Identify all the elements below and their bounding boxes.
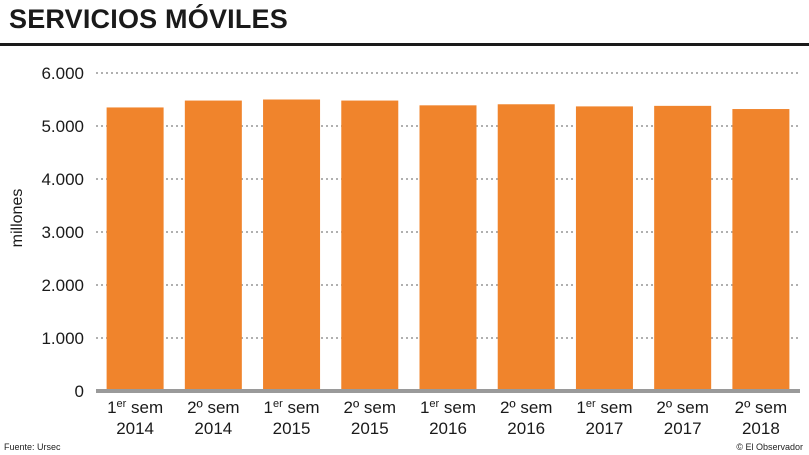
x-tick-label-year: 2016 (429, 419, 467, 438)
x-tick-label-semester: 2º sem (656, 398, 709, 417)
x-tick-label-semester: 2º sem (344, 398, 397, 417)
bar (184, 100, 242, 389)
bar (106, 107, 164, 389)
x-tick-label-year: 2014 (116, 419, 154, 438)
y-tick-labels: 0 1.000 2.000 3.000 4.000 5.000 6.000 (41, 64, 84, 401)
bar (654, 105, 712, 390)
y-tick-label: 4.000 (41, 170, 84, 189)
bar (497, 104, 555, 390)
y-tick-label: 6.000 (41, 64, 84, 83)
x-tick-label-year: 2017 (586, 419, 624, 438)
y-tick-label: 3.000 (41, 223, 84, 242)
x-tick-label-semester: 2º sem (735, 398, 788, 417)
y-axis-label: millones (9, 189, 26, 248)
x-tick-label-semester: 1er sem (107, 398, 163, 417)
x-tick-label-year: 2015 (351, 419, 389, 438)
bar (263, 99, 321, 389)
title-rule (0, 43, 809, 46)
x-tick-label-semester: 2º sem (500, 398, 553, 417)
credit-note: © El Observador (736, 442, 803, 452)
y-tick-label: 5.000 (41, 117, 84, 136)
x-tick-labels: 1er sem 2014 2º sem 2014 1er sem 2015 2º sem 20… (107, 398, 787, 438)
bar (419, 105, 477, 389)
bar (575, 106, 633, 389)
x-tick-label-semester: 1er sem (264, 398, 320, 417)
chart-title: SERVICIOS MÓVILES (9, 4, 288, 34)
x-tick-label-semester: 1er sem (420, 398, 476, 417)
x-tick-label-year: 2018 (742, 419, 780, 438)
x-tick-label-semester: 2º sem (187, 398, 240, 417)
bars (106, 99, 790, 390)
x-tick-label-year: 2015 (273, 419, 311, 438)
y-tick-label: 0 (75, 382, 84, 401)
bar (732, 109, 790, 389)
x-tick-label-year: 2017 (664, 419, 702, 438)
y-tick-label: 1.000 (41, 329, 84, 348)
x-tick-label-semester: 1er sem (576, 398, 632, 417)
x-tick-label-year: 2016 (507, 419, 545, 438)
bar (341, 100, 399, 389)
y-tick-label: 2.000 (41, 276, 84, 295)
source-note: Fuente: Ursec (4, 442, 61, 452)
x-tick-label-year: 2014 (194, 419, 232, 438)
